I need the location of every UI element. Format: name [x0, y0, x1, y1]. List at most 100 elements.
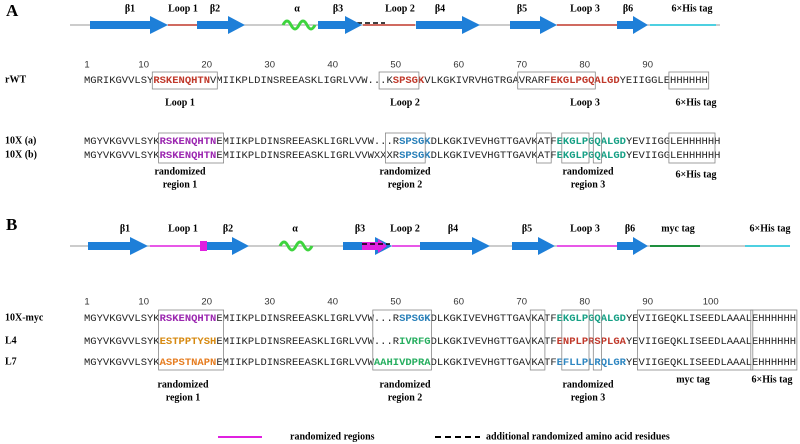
sequence-segment: MGYVKGVVLSYK [84, 313, 160, 325]
box-label: randomized [562, 166, 614, 177]
region-box [561, 132, 590, 164]
domain-label: Loop 2 [385, 3, 415, 14]
domain-label: β5 [522, 223, 532, 234]
sequence-segment: YEVIIGEQKLISEEDLAAALEHHHHHH [626, 336, 796, 348]
region-box [668, 132, 716, 164]
diagram-b [70, 237, 790, 255]
sequence-segment: ENPLPRSPLGA [557, 336, 627, 348]
sequence: MGYVKGVVLSYKRSKENQHTNEMIIKPLDINSREEASKLI… [84, 150, 720, 162]
sequence-segment: SPSGK [393, 75, 425, 87]
sequence-segment: IVRFG [399, 336, 431, 348]
sequence-segment: VMIIKPLDINSREEASKLIGRLVVW...K [210, 75, 393, 87]
sequence-segment: DLKGKIVEVHGTTGAVKATF [431, 313, 557, 325]
region-box [592, 309, 602, 371]
sequence-segment: EKGLPGQALGD [550, 75, 619, 87]
sequence-segment: YEVIIGGLEHHHHHH [626, 136, 721, 148]
region-box [384, 132, 426, 164]
region-box [378, 71, 420, 90]
sequence-segment: SPSGK [399, 136, 431, 148]
sequence-segment: SPSGK [399, 313, 431, 325]
ruler-number: 40 [327, 297, 338, 308]
panel-letter: B [6, 215, 17, 234]
ruler-number: 100 [703, 297, 719, 308]
legend-label: randomized regions [290, 431, 375, 442]
domain-label: β5 [517, 3, 527, 14]
ruler-number: 10 [138, 297, 149, 308]
row-label: 10X-myc [5, 312, 44, 323]
sequence: MGYVKGVVLSYKESTPPTYSHEMIIKPLDINSREEASKLI… [84, 336, 796, 348]
sequence-segment: RSKENQHTN [153, 75, 210, 87]
sequence-segment: EMIIKPLDINSREEASKLIGRLVVW [216, 357, 374, 369]
region-box [151, 71, 218, 90]
region-box [529, 309, 546, 371]
ruler-number: 50 [390, 297, 401, 308]
sequence-segment: YEVIIGGLEHHHHHH [626, 150, 721, 162]
ruler-number: 20 [201, 297, 212, 308]
ruler-number: 70 [516, 297, 527, 308]
domain-label: β1 [125, 3, 135, 14]
box-label: region 2 [388, 392, 423, 403]
sequence: MGYVKGVVLSYKRSKENQHTNEMIIKPLDINSREEASKLI… [84, 136, 720, 148]
box-label: Loop 1 [165, 97, 195, 108]
sequence: MGRIKGVVLSYRSKENQHTNVMIIKPLDINSREEASKLIG… [84, 75, 708, 87]
sequence-segment: MGYVKGVVLSYK [84, 336, 160, 348]
box-label: region 2 [388, 179, 423, 190]
domain-label: Loop 1 [168, 3, 198, 14]
region-box [561, 309, 590, 371]
domain-label: β3 [355, 223, 365, 234]
row-label: rWT [5, 74, 26, 85]
domain-label: β6 [625, 223, 635, 234]
box-label: region 1 [163, 179, 198, 190]
sequence-segment: DLKGKIVEVHGTTGAVKATF [431, 150, 557, 162]
box-label: 6×His tag [676, 169, 717, 180]
sequence-segment: EKGLPGQALGD [557, 150, 626, 162]
ruler-number: 30 [264, 60, 275, 71]
row-label: 10X (b) [5, 149, 37, 160]
ruler-number: 90 [642, 297, 653, 308]
region-box [158, 309, 225, 371]
sequence-segment: AAHIVDPRA [374, 357, 431, 369]
ruler-number: 60 [453, 60, 464, 71]
box-label: randomized [157, 379, 209, 390]
sequence-segment: DLKGKIVEVHGTTGAVKATF [431, 136, 557, 148]
sequence-segment: DLKGKIVEVHGTTGAVKATF [431, 357, 557, 369]
domain-label: α [292, 223, 298, 234]
sequence-segment: YEVIIGEQKLISEEDLAAALEHHHHHH [626, 357, 796, 369]
region-box [668, 71, 710, 90]
sequence-segment: RSKENQHTN [160, 136, 217, 148]
domain-label: β2 [223, 223, 233, 234]
ruler-number: 90 [642, 60, 653, 71]
sequence-segment: RSKENQHTN [160, 150, 217, 162]
box-label: region 3 [571, 392, 606, 403]
sequence-segment: ESTPPTYSH [160, 336, 217, 348]
ruler-number: 30 [264, 297, 275, 308]
sequence-segment: VLKGKIVRVHGTRGAVRARF [424, 75, 550, 87]
domain-label: β2 [210, 3, 220, 14]
box-label: randomized [379, 379, 431, 390]
sequence-segment: EMIIKPLDINSREEASKLIGRLVVW...R [216, 336, 399, 348]
box-label: randomized [154, 166, 206, 177]
domain-label: Loop 3 [570, 223, 600, 234]
domain-label: Loop 2 [390, 223, 420, 234]
region-box [158, 132, 225, 164]
domain-label: α [294, 3, 300, 14]
box-label: region 3 [571, 179, 606, 190]
region-box [637, 309, 754, 371]
sequence-segment: EMIIKPLDINSREEASKLIGRLVVWXXXR [216, 150, 399, 162]
sequence-segment: MGYVKGVVLSYK [84, 136, 160, 148]
domain-label: Loop 1 [168, 223, 198, 234]
domain-label: myc tag [661, 223, 695, 234]
box-label: Loop 3 [570, 97, 600, 108]
domain-label: β3 [333, 3, 343, 14]
ruler-number: 1 [84, 297, 89, 308]
ruler-number: 50 [390, 60, 401, 71]
region-box [750, 309, 798, 371]
box-label: myc tag [676, 374, 710, 385]
region-box [592, 132, 602, 164]
ruler-number: 70 [516, 60, 527, 71]
domain-label: 6×His tag [750, 223, 791, 234]
ruler-number: 1 [84, 60, 89, 71]
ruler-number: 20 [201, 60, 212, 71]
domain-label: β6 [623, 3, 633, 14]
region-box [536, 132, 552, 164]
